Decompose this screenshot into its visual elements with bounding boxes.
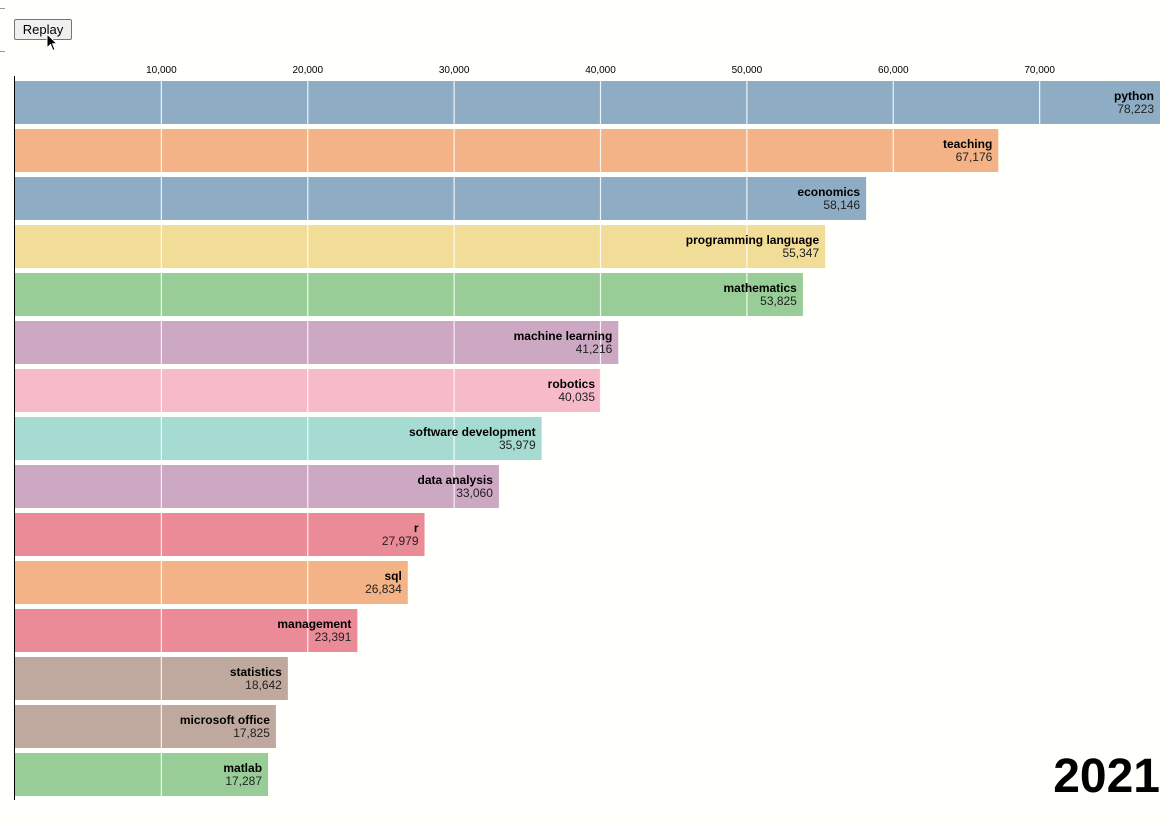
bar-value-label: 17,825 <box>233 726 270 740</box>
bar-value-label: 40,035 <box>558 390 595 404</box>
x-tick-label: 60,000 <box>878 65 909 76</box>
x-tick-label: 30,000 <box>439 65 470 76</box>
bar-name-label: economics <box>797 185 860 199</box>
bar-value-label: 67,176 <box>956 150 993 164</box>
mouse-cursor-icon <box>46 33 58 52</box>
corner-mark-top <box>0 8 5 9</box>
bar-name-label: programming language <box>686 233 820 247</box>
bar-value-label: 55,347 <box>782 246 819 260</box>
bar-management <box>15 609 358 652</box>
bar-name-label: data analysis <box>418 473 494 487</box>
bar-value-label: 18,642 <box>245 678 282 692</box>
bar-name-label: statistics <box>230 665 282 679</box>
bar-machine-learning <box>15 321 619 364</box>
bar-name-label: microsoft office <box>180 713 270 727</box>
x-tick-label: 10,000 <box>146 65 177 76</box>
bar-value-label: 26,834 <box>365 582 402 596</box>
x-tick-label: 40,000 <box>585 65 616 76</box>
bar-value-label: 78,223 <box>1117 102 1154 116</box>
replay-button[interactable]: Replay <box>14 19 72 40</box>
bar-name-label: matlab <box>223 761 262 775</box>
bar-matlab <box>15 753 269 796</box>
bar-economics <box>15 177 867 220</box>
bar-r <box>15 513 425 556</box>
grid-layer <box>160 81 1041 796</box>
bar-name-label: r <box>414 521 419 535</box>
bar-name-label: teaching <box>943 137 992 151</box>
bar-name-label: machine learning <box>514 329 613 343</box>
bar-value-label: 58,146 <box>823 198 860 212</box>
bar-value-label: 41,216 <box>576 342 613 356</box>
bar-programming-language <box>15 225 826 268</box>
bar-name-label: mathematics <box>723 281 797 295</box>
bar-microsoft-office <box>15 705 276 748</box>
bar-value-label: 27,979 <box>382 534 419 548</box>
bar-value-label: 23,391 <box>315 630 352 644</box>
x-tick-label: 20,000 <box>292 65 323 76</box>
bar-name-label: software development <box>409 425 536 439</box>
bar-value-label: 53,825 <box>760 294 797 308</box>
corner-mark-bottom <box>0 51 5 52</box>
x-tick-label: 70,000 <box>1024 65 1055 76</box>
bar-sql <box>15 561 408 604</box>
bar-statistics <box>15 657 288 700</box>
bar-mathematics <box>15 273 803 316</box>
bar-name-label: robotics <box>548 377 596 391</box>
year-label: 2021 <box>1053 750 1160 803</box>
x-axis: 10,000 20,000 30,000 40,000 50,000 60,000 70,0… <box>14 65 1055 800</box>
bars-layer <box>15 81 1160 796</box>
bar-teaching <box>15 129 999 172</box>
bar-data-analysis <box>15 465 499 508</box>
x-tick-label: 50,000 <box>732 65 763 76</box>
bar-python <box>15 81 1160 124</box>
bar-name-label: sql <box>384 569 401 583</box>
bar-name-label: python <box>1114 89 1154 103</box>
bar-value-label: 33,060 <box>456 486 493 500</box>
bar-name-label: management <box>277 617 351 631</box>
bar-value-label: 35,979 <box>499 438 536 452</box>
bar-value-label: 17,287 <box>225 774 262 788</box>
